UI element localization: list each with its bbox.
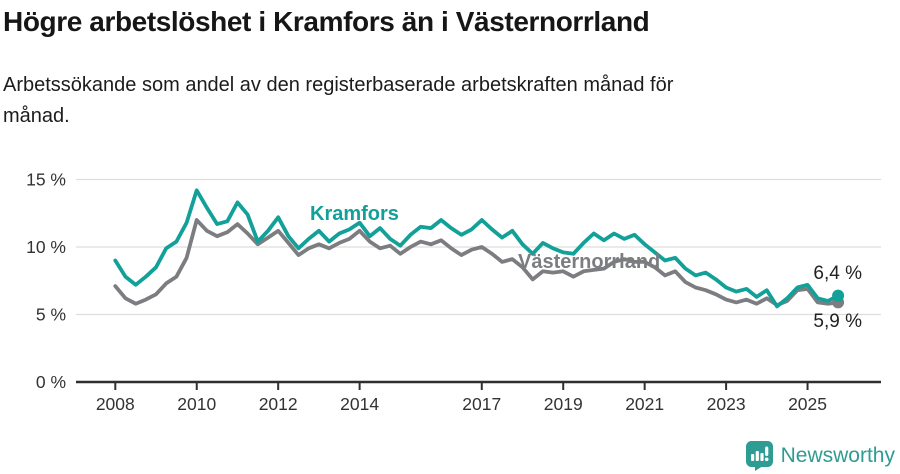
y-axis-tick-label: 5 % (36, 305, 66, 325)
y-axis-tick-label: 15 % (26, 170, 66, 190)
x-axis-tick-label: 2021 (625, 394, 664, 414)
vasternorrland-end-value-label: 5,9 % (813, 311, 862, 332)
x-axis-tick-label: 2012 (259, 394, 298, 414)
subtitle-line-2: månad. (3, 105, 70, 127)
newsworthy-bar-chart-icon (745, 441, 773, 471)
x-axis-tick-label: 2023 (707, 394, 746, 414)
newsworthy-logo-text: Newsworthy (780, 444, 895, 467)
x-axis-tick-label: 2008 (96, 394, 135, 414)
subtitle-line-1: Arbetssökande som andel av den registerb… (3, 74, 674, 96)
vasternorrland-series-label: Västernorrland (518, 251, 661, 273)
kramfors-end-dot (832, 289, 845, 302)
x-axis-tick-label: 2019 (544, 394, 583, 414)
kramfors-end-value-label: 6,4 % (813, 263, 862, 284)
newsworthy-logo[interactable]: Newsworthy (745, 441, 895, 471)
x-axis-tick-label: 2017 (462, 394, 501, 414)
page-subtitle: Arbetssökande som andel av den registerb… (3, 70, 673, 132)
x-axis-tick-label: 2014 (340, 394, 379, 414)
page-title: Högre arbetslöshet i Kramfors än i Väste… (3, 6, 650, 37)
kramfors-series-label: Kramfors (310, 203, 399, 225)
västernorrland-line (113, 218, 840, 308)
x-axis-tick-label: 2010 (177, 394, 216, 414)
kramfors-line (113, 188, 840, 309)
x-axis-tick-label: 2025 (788, 394, 827, 414)
y-axis-tick-label: 0 % (36, 372, 66, 392)
y-axis-tick-label: 10 % (26, 237, 66, 257)
